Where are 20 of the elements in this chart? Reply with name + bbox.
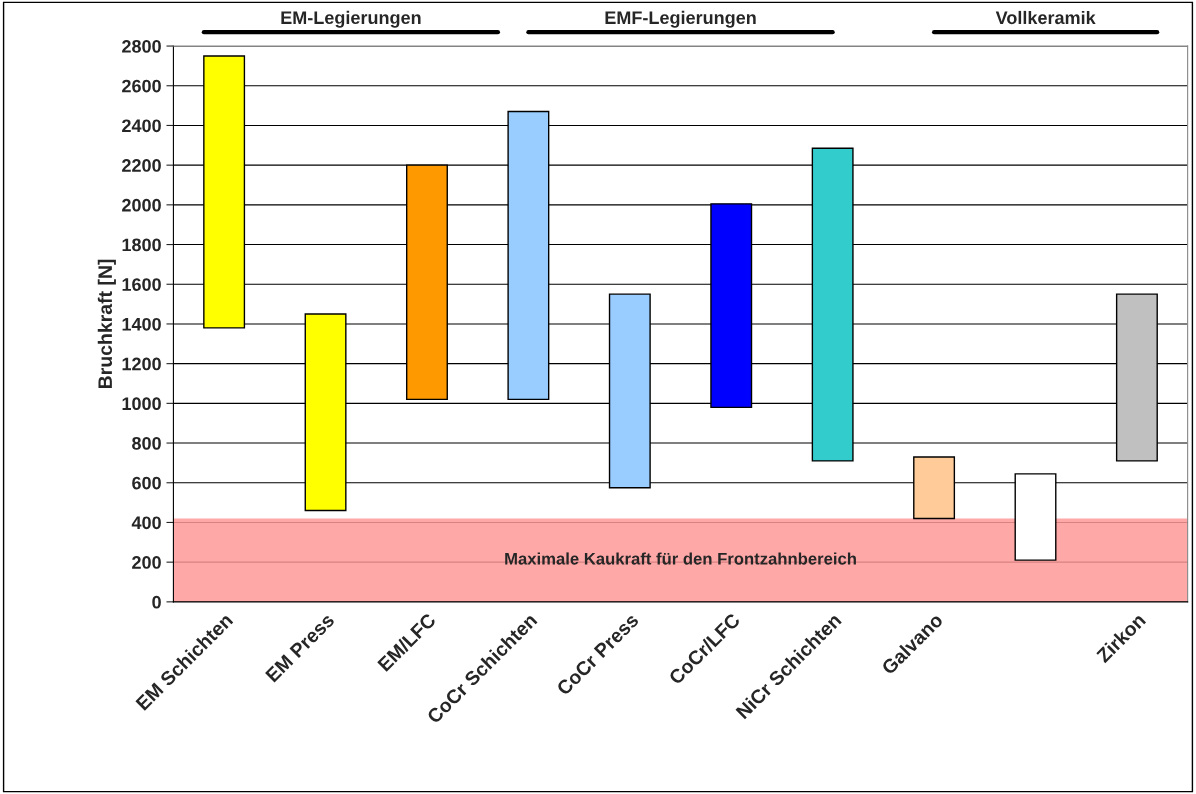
y-tick-label: 2600	[122, 79, 161, 93]
y-tick-label: 1600	[122, 278, 161, 291]
y-tick-label: 0	[152, 595, 161, 609]
y-axis-title: Bruchkraft [N]	[97, 259, 116, 389]
y-tick-label: 1200	[122, 357, 161, 371]
y-tick-label: 2400	[122, 119, 161, 133]
y-tick-label: 1400	[122, 317, 161, 331]
y-tick-label: 2800	[122, 39, 161, 53]
text: EM-Legierungen	[281, 10, 421, 28]
band-label: Maximale Kaukraft für den Frontzahnbereich	[505, 552, 856, 565]
text: EMF-Legierungen	[605, 10, 756, 28]
y-tick-label: 2000	[122, 198, 161, 212]
y-tick-label: 400	[131, 516, 161, 530]
y-tick-label: 1800	[122, 238, 161, 252]
y-tick-label: 2200	[122, 159, 161, 172]
y-tick-label: 600	[132, 476, 161, 490]
y-tick-label: 1000	[122, 397, 161, 411]
text: Vollkeramik	[995, 10, 1096, 25]
y-tick-label: 200	[132, 556, 161, 569]
y-tick-label: 800	[132, 436, 161, 450]
